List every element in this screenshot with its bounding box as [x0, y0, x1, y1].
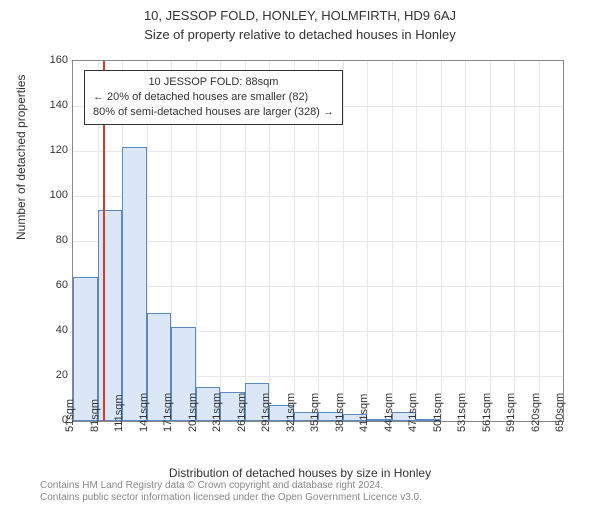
- grid-line-v: [441, 61, 442, 421]
- grid-line-v: [367, 61, 368, 421]
- grid-line-v: [490, 61, 491, 421]
- info-line-1: 10 JESSOP FOLD: 88sqm: [93, 75, 334, 90]
- grid-line-v: [416, 61, 417, 421]
- grid-line-v: [465, 61, 466, 421]
- footer-line-1: Contains HM Land Registry data © Crown c…: [40, 480, 422, 492]
- info-box: 10 JESSOP FOLD: 88sqm ← 20% of detached …: [84, 70, 343, 125]
- grid-line-v: [392, 61, 393, 421]
- y-tick-label: 160: [50, 54, 68, 66]
- y-tick-label: 60: [56, 279, 68, 291]
- y-tick-label: 20: [56, 369, 68, 381]
- grid-line-v: [514, 61, 515, 421]
- footer-line-2: Contains public sector information licen…: [40, 492, 422, 504]
- y-axis-label: Number of detached properties: [14, 75, 28, 240]
- histogram-bar: [98, 210, 123, 422]
- grid-line-v: [539, 61, 540, 421]
- info-line-2: ← 20% of detached houses are smaller (82…: [93, 90, 334, 105]
- y-tick-label: 40: [56, 324, 68, 336]
- y-tick-label: 140: [50, 99, 68, 111]
- address-title: 10, JESSOP FOLD, HONLEY, HOLMFIRTH, HD9 …: [0, 8, 600, 23]
- x-axis-label: Distribution of detached houses by size …: [0, 466, 600, 480]
- footer-attribution: Contains HM Land Registry data © Crown c…: [40, 480, 422, 504]
- y-tick-label: 100: [50, 189, 68, 201]
- histogram-bar: [122, 147, 147, 422]
- info-line-3: 80% of semi-detached houses are larger (…: [93, 105, 334, 120]
- y-tick-label: 80: [56, 234, 68, 246]
- y-tick-label: 120: [50, 144, 68, 156]
- subtitle: Size of property relative to detached ho…: [0, 27, 600, 42]
